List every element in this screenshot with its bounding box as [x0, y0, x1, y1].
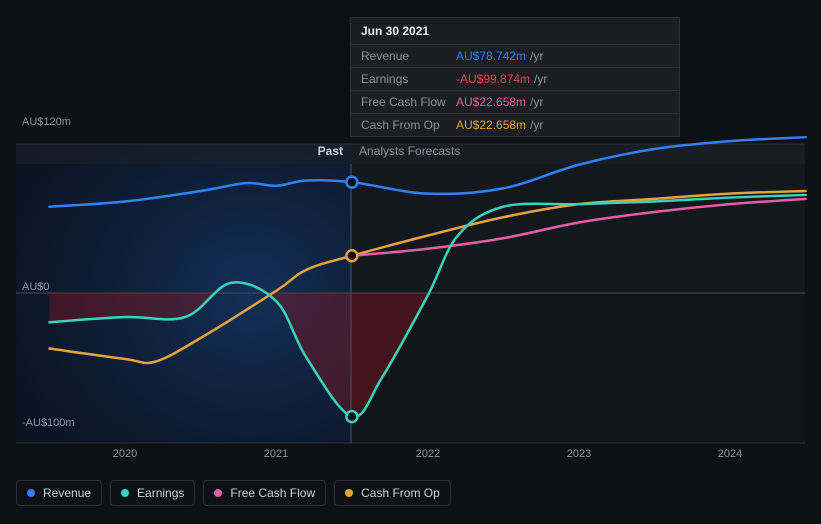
y-tick-label: -AU$100m [22, 417, 75, 429]
tooltip-value: AU$22.658m [456, 118, 526, 132]
tooltip-row: Earnings-AU$99.874m/yr [351, 67, 679, 90]
chart-legend: Revenue Earnings Free Cash Flow Cash From O… [16, 480, 451, 506]
legend-item-free-cash-flow[interactable]: Free Cash Flow [203, 480, 326, 506]
tooltip-value: AU$22.658m [456, 95, 526, 109]
tooltip-label: Cash From Op [361, 118, 456, 132]
tooltip-unit: /yr [530, 118, 543, 132]
legend-item-revenue[interactable]: Revenue [16, 480, 102, 506]
x-tick-label: 2024 [718, 448, 742, 460]
tooltip-label: Free Cash Flow [361, 95, 456, 109]
legend-dot [121, 489, 129, 497]
chart-tooltip: Jun 30 2021 RevenueAU$78.742m/yrEarnings… [350, 17, 680, 137]
tooltip-row: Cash From OpAU$22.658m/yr [351, 113, 679, 136]
legend-label: Free Cash Flow [230, 486, 315, 500]
x-tick-label: 2022 [416, 448, 440, 460]
tooltip-label: Revenue [361, 49, 456, 63]
x-tick-label: 2021 [264, 448, 288, 460]
tooltip-value: AU$78.742m [456, 49, 526, 63]
marker-revenue [346, 177, 357, 188]
legend-item-cash-from-op[interactable]: Cash From Op [334, 480, 451, 506]
tooltip-row: RevenueAU$78.742m/yr [351, 44, 679, 67]
marker-earnings [346, 411, 357, 422]
legend-label: Cash From Op [361, 486, 440, 500]
marker-cfo [346, 250, 357, 261]
tooltip-label: Earnings [361, 72, 456, 86]
legend-dot [214, 489, 222, 497]
legend-label: Earnings [137, 486, 184, 500]
y-tick-label: AU$120m [22, 116, 71, 128]
tooltip-date: Jun 30 2021 [351, 18, 679, 44]
past-label: Past [318, 144, 343, 158]
tooltip-value: -AU$99.874m [456, 72, 530, 86]
tooltip-row: Free Cash FlowAU$22.658m/yr [351, 90, 679, 113]
x-tick-label: 2023 [567, 448, 591, 460]
legend-label: Revenue [43, 486, 91, 500]
legend-item-earnings[interactable]: Earnings [110, 480, 195, 506]
tooltip-unit: /yr [534, 72, 547, 86]
legend-dot [27, 489, 35, 497]
y-tick-label: AU$0 [22, 281, 50, 293]
legend-dot [345, 489, 353, 497]
tooltip-unit: /yr [530, 49, 543, 63]
tooltip-unit: /yr [530, 95, 543, 109]
forecast-label: Analysts Forecasts [359, 144, 460, 158]
x-tick-label: 2020 [113, 448, 137, 460]
